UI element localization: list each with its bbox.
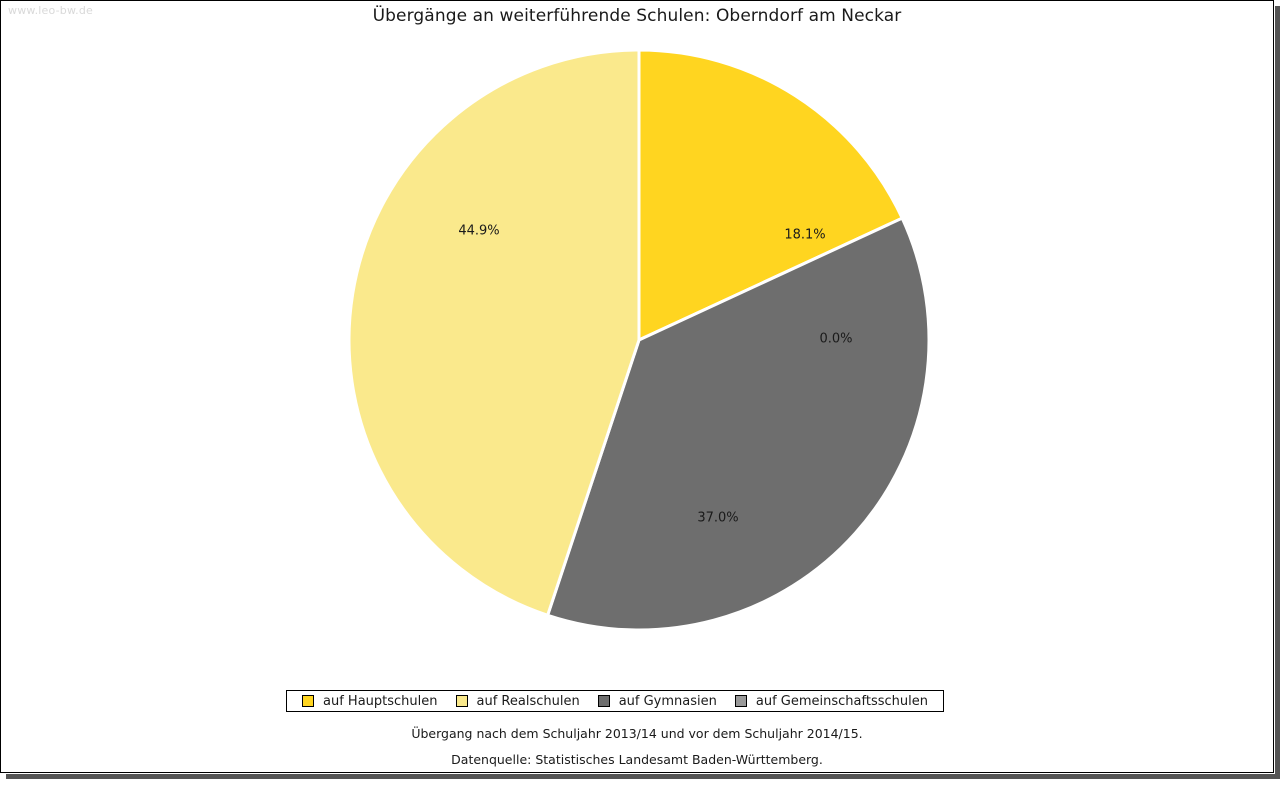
legend-item-label: auf Realschulen xyxy=(476,693,580,709)
legend-swatch-icon xyxy=(302,695,314,707)
legend-item[interactable]: auf Gymnasien xyxy=(597,693,717,709)
pie-svg xyxy=(347,48,931,632)
pie-slice-label: 0.0% xyxy=(819,331,853,347)
pie-chart: 18.1% 0.0% 37.0% 44.9% xyxy=(347,48,931,632)
pie-slice[interactable] xyxy=(546,216,931,632)
legend-swatch-icon xyxy=(597,695,610,707)
pie-slice[interactable] xyxy=(637,48,904,342)
pie-slice-label: 37.0% xyxy=(697,510,739,526)
legend-item-label: auf Gymnasien xyxy=(618,693,717,709)
legend-item[interactable]: auf Hauptschulen xyxy=(302,694,438,709)
legend-item[interactable]: auf Gemeinschaftsschulen xyxy=(734,693,928,709)
chart-legend: auf Hauptschulen auf Realschulen auf Gymna… xyxy=(286,690,944,712)
pie-slice[interactable] xyxy=(347,48,641,617)
legend-swatch-icon xyxy=(455,695,468,707)
footnote-period: Übergang nach dem Schuljahr 2013/14 und … xyxy=(411,726,863,741)
pie-slice-label: 18.1% xyxy=(784,227,826,243)
footnote-source: Datenquelle: Statistisches Landesamt Bad… xyxy=(451,752,823,767)
frame-shadow-bottom xyxy=(6,774,1280,779)
legend-item[interactable]: auf Realschulen xyxy=(455,693,580,709)
legend-swatch-icon xyxy=(734,695,747,707)
page-title: Übergänge an weiterführende Schulen: Obe… xyxy=(372,6,902,26)
legend-item-label: auf Gemeinschaftsschulen xyxy=(755,693,928,709)
watermark: www.leo-bw.de xyxy=(8,4,94,17)
legend-item-label: auf Hauptschulen xyxy=(323,693,438,709)
pie-slice-label: 44.9% xyxy=(458,223,500,239)
frame-shadow-right xyxy=(1275,6,1280,779)
